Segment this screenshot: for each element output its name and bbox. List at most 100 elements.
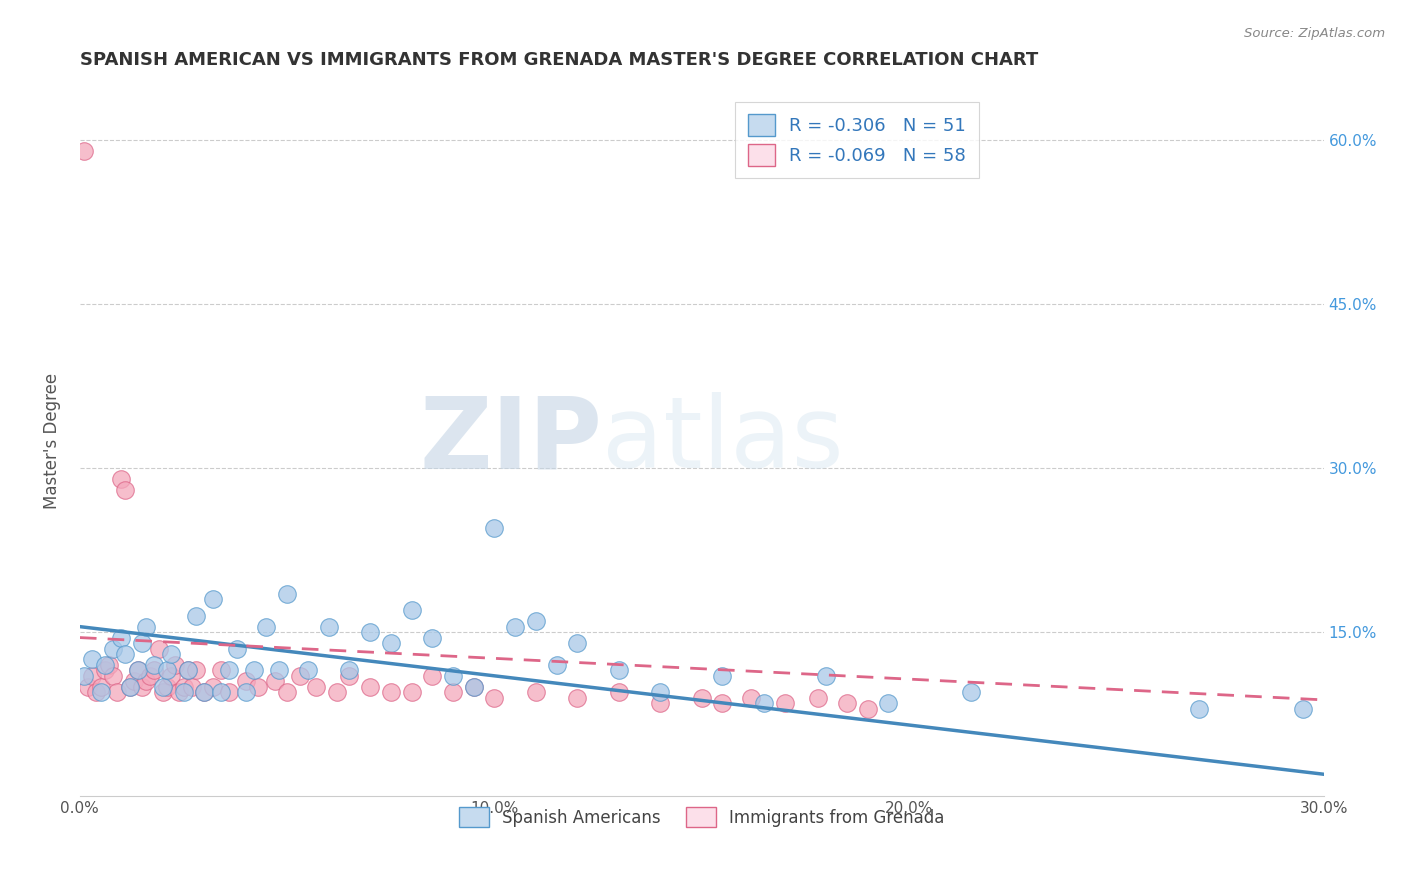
Point [143, 657, 166, 672]
Point [567, 690, 589, 705]
Point [82, 669, 104, 683]
Point [118, 680, 141, 694]
Point [152, 680, 174, 694]
Point [607, 664, 630, 678]
Point [267, 664, 290, 678]
Point [235, 674, 257, 689]
Legend: Spanish Americans, Immigrants from Grenada: Spanish Americans, Immigrants from Grena… [453, 800, 952, 834]
Point [101, 641, 124, 656]
Point [318, 620, 340, 634]
Text: atlas: atlas [602, 392, 844, 490]
Point [856, 701, 879, 715]
Point [235, 685, 257, 699]
Point [835, 696, 858, 710]
Point [209, 664, 232, 678]
Point [773, 696, 796, 710]
Point [1292, 701, 1315, 715]
Point [180, 680, 202, 694]
Point [82, 652, 104, 666]
Point [607, 685, 630, 699]
Point [380, 685, 402, 699]
Point [359, 625, 381, 640]
Point [441, 685, 464, 699]
Point [1188, 701, 1211, 715]
Point [73, 144, 96, 158]
Point [93, 664, 115, 678]
Point [484, 521, 506, 535]
Point [254, 620, 277, 634]
Point [165, 657, 187, 672]
Point [401, 685, 423, 699]
Point [337, 669, 360, 683]
Point [567, 636, 589, 650]
Point [156, 680, 179, 694]
Point [524, 614, 547, 628]
Point [114, 647, 136, 661]
Point [337, 664, 360, 678]
Point [546, 657, 568, 672]
Y-axis label: Master's Degree: Master's Degree [44, 373, 60, 508]
Point [156, 664, 179, 678]
Point [263, 674, 285, 689]
Point [131, 680, 153, 694]
Point [650, 696, 672, 710]
Point [807, 690, 830, 705]
Point [118, 680, 141, 694]
Point [77, 680, 100, 694]
Point [711, 696, 734, 710]
Point [276, 587, 298, 601]
Point [503, 620, 526, 634]
Point [173, 680, 195, 694]
Point [127, 664, 149, 678]
Point [815, 669, 838, 683]
Point [160, 669, 183, 683]
Point [752, 696, 775, 710]
Point [441, 669, 464, 683]
Point [711, 669, 734, 683]
Point [101, 669, 124, 683]
Point [463, 680, 485, 694]
Point [160, 647, 183, 661]
Point [176, 664, 198, 678]
Point [135, 620, 157, 634]
Point [152, 685, 174, 699]
Point [877, 696, 900, 710]
Point [297, 664, 319, 678]
Point [110, 631, 132, 645]
Point [420, 669, 443, 683]
Point [524, 685, 547, 699]
Point [93, 657, 115, 672]
Point [650, 685, 672, 699]
Point [135, 674, 157, 689]
Point [209, 685, 232, 699]
Point [122, 674, 145, 689]
Point [148, 641, 170, 656]
Point [243, 664, 266, 678]
Point [380, 636, 402, 650]
Point [218, 664, 240, 678]
Point [201, 592, 224, 607]
Point [247, 680, 270, 694]
Point [288, 669, 311, 683]
Point [201, 680, 224, 694]
Text: SPANISH AMERICAN VS IMMIGRANTS FROM GRENADA MASTER'S DEGREE CORRELATION CHART: SPANISH AMERICAN VS IMMIGRANTS FROM GREN… [80, 51, 1038, 69]
Text: ZIP: ZIP [419, 392, 602, 490]
Point [420, 631, 443, 645]
Point [960, 685, 983, 699]
Point [173, 685, 195, 699]
Point [218, 685, 240, 699]
Point [359, 680, 381, 694]
Point [226, 641, 249, 656]
Point [169, 685, 191, 699]
Point [86, 685, 108, 699]
Point [97, 657, 120, 672]
Point [305, 680, 328, 694]
Point [110, 472, 132, 486]
Point [114, 483, 136, 497]
Point [105, 685, 128, 699]
Point [131, 636, 153, 650]
Point [176, 664, 198, 678]
Point [326, 685, 349, 699]
Point [184, 664, 207, 678]
Point [90, 685, 112, 699]
